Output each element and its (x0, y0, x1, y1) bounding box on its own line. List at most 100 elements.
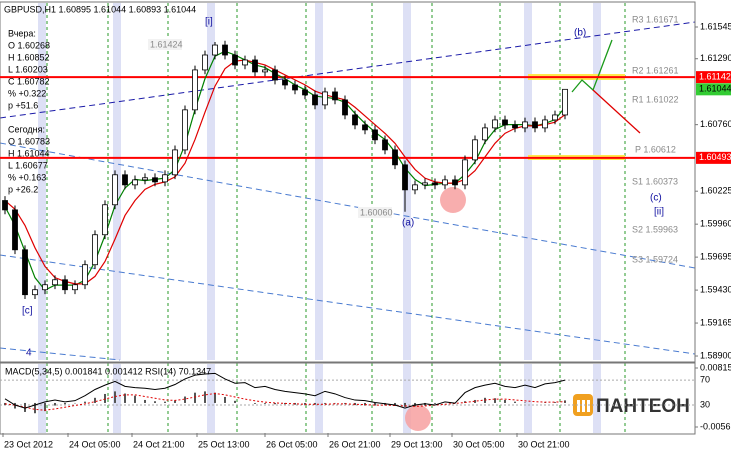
candle-body (32, 289, 38, 296)
session-band (403, 364, 411, 433)
candle-body (72, 284, 78, 291)
x-tick-label: 24 Oct 05:00 (69, 439, 121, 449)
info-line: L 1.60677 (8, 160, 48, 170)
candle-body (522, 121, 528, 129)
price-note: 1.60060 (360, 207, 393, 217)
y-tick-label: 1.61290 (700, 53, 731, 63)
logo: ПАНТЕОН (573, 394, 690, 417)
info-line: C 1.60782 (8, 76, 50, 86)
session-band (524, 364, 532, 433)
chart-title: GBPUSD,H1 1.60895 1.61044 1.60893 1.6104… (4, 4, 196, 14)
candle-body (372, 129, 378, 141)
x-tick-label: 26 Oct 21:00 (329, 439, 381, 449)
candle-body (182, 109, 188, 151)
candle-body (352, 114, 358, 126)
y-tick-label: 1.60760 (700, 119, 731, 129)
session-band (315, 3, 323, 360)
info-line: p +26.2 (8, 184, 38, 194)
candle-body (112, 174, 118, 206)
candle-body (22, 249, 28, 296)
pivot-label: R3 1.61671 (632, 14, 679, 24)
candle-body (542, 119, 548, 129)
level-label-box (696, 151, 731, 164)
pivot-label: S3 1.59724 (632, 254, 678, 264)
candle-body (492, 119, 498, 129)
info-line: % +0.163 (8, 172, 46, 182)
candle-body (162, 174, 168, 183)
marks (0, 40, 695, 300)
session-band (593, 3, 601, 360)
candle-body (122, 174, 128, 186)
candle-body (42, 284, 48, 291)
rsi-tick-label: 70 (700, 375, 710, 385)
candle-body (12, 209, 18, 251)
session-band (113, 364, 121, 433)
candle-body (172, 149, 178, 176)
pivot-label: R1 1.61022 (632, 94, 679, 104)
y-tick-label: 1.60225 (700, 186, 731, 196)
session-band (207, 3, 215, 360)
candle-body (132, 179, 138, 186)
candle-body (212, 44, 218, 56)
macd-tick-label: -0.00561 (700, 421, 731, 431)
y-tick-label: 1.59960 (700, 219, 731, 229)
candle-body (332, 91, 338, 101)
candle-body (432, 182, 438, 186)
candle-body (312, 94, 318, 106)
logo-text: ПАНТЕОН (596, 396, 690, 417)
trend-line (0, 254, 696, 355)
wave-label: [c] (22, 306, 33, 317)
indicator-frame (0, 362, 696, 435)
candle-body (422, 182, 428, 186)
price-note: 1.61424 (150, 39, 183, 49)
candle-body (482, 127, 488, 141)
trend-line (0, 347, 121, 361)
wave-label: (b) (574, 28, 586, 39)
last-price-box (696, 83, 731, 96)
wave-label: (c) (650, 193, 662, 204)
candle-body (102, 204, 108, 236)
candle-body (92, 234, 98, 266)
x-tick-label: 29 Oct 13:00 (391, 439, 443, 449)
moving-average (4, 59, 566, 285)
candle-body (502, 119, 508, 126)
logo-icon (577, 400, 580, 412)
info-line: O 1.60783 (8, 136, 50, 146)
candle-body (152, 177, 158, 183)
candle-body (142, 177, 148, 181)
indicator-title: MACD(5,34,5) 0.001841 0.001412 RSI(14) 7… (5, 366, 211, 376)
pivot-label: R2 1.61261 (632, 65, 679, 75)
x-tick-label: 30 Oct 05:00 (453, 439, 505, 449)
candle-body (242, 59, 248, 66)
candle-body (402, 164, 408, 191)
candle-body (282, 79, 288, 86)
level-label: 1.61142 (699, 72, 731, 82)
macd-tick-label: 0.008158 (700, 362, 731, 372)
logo-icon (582, 400, 585, 412)
candle-body (192, 69, 198, 111)
wave-label: 4 (26, 348, 32, 359)
x-tick-label: 23 Oct 2012 (4, 439, 53, 449)
candle-body (382, 139, 388, 151)
candle-body (532, 121, 538, 129)
highlight (440, 187, 466, 213)
session-band (524, 3, 532, 360)
info-line: Вчера: (8, 28, 36, 38)
candle-body (342, 99, 348, 116)
candle-body (52, 279, 58, 286)
info-line: H 1.61044 (8, 148, 50, 158)
info-line: % +0.322 (8, 88, 46, 98)
candle-body (302, 89, 308, 96)
candle-body (202, 54, 208, 71)
rsi-line (4, 372, 566, 409)
y-tick-label: 1.58900 (700, 350, 731, 360)
pivot-label: S2 1.59963 (632, 224, 678, 234)
info-line: O 1.60268 (8, 40, 50, 50)
session-band (593, 364, 601, 433)
candle-body (512, 124, 518, 129)
info-line: L 1.60203 (8, 64, 48, 74)
logo-icon (587, 400, 590, 412)
session-band (315, 364, 323, 433)
